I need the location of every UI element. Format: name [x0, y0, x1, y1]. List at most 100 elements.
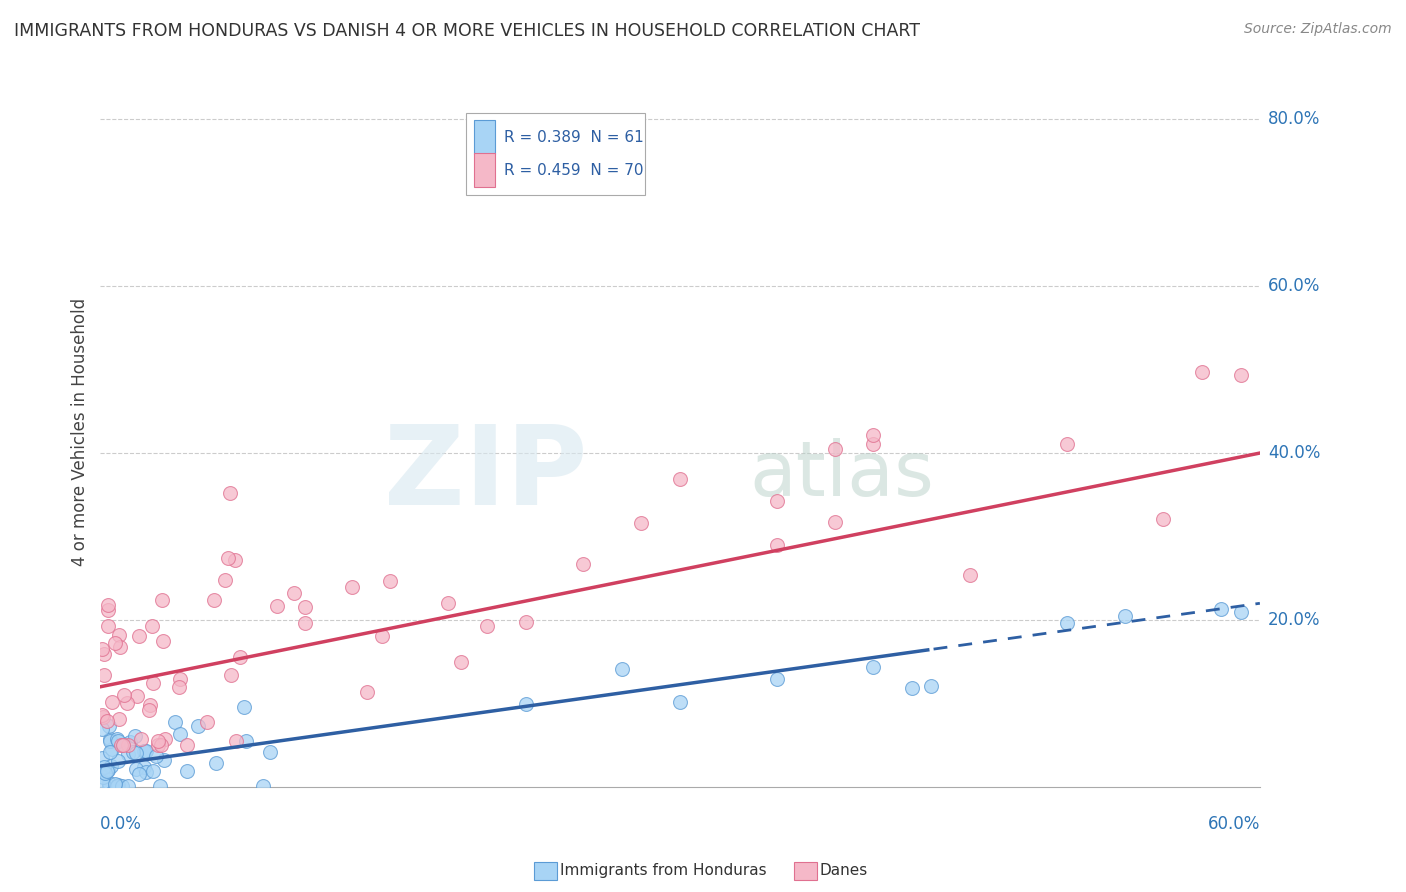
Point	[145, 748, 167, 763]
Point	[283, 586, 305, 600]
Point	[169, 680, 191, 694]
Point	[1056, 615, 1078, 630]
Point	[112, 688, 135, 702]
FancyBboxPatch shape	[465, 113, 645, 194]
Text: 60.0%: 60.0%	[1208, 815, 1260, 833]
Point	[110, 738, 132, 752]
Point	[128, 629, 150, 643]
Point	[169, 672, 191, 686]
Point	[101, 742, 124, 756]
Text: Source: ZipAtlas.com: Source: ZipAtlas.com	[1244, 22, 1392, 37]
Text: ZIP: ZIP	[384, 421, 588, 528]
Point	[765, 538, 787, 552]
Point	[94, 765, 117, 780]
Y-axis label: 4 or more Vehicles in Household: 4 or more Vehicles in Household	[72, 298, 89, 566]
Point	[176, 738, 198, 752]
Text: IMMIGRANTS FROM HONDURAS VS DANISH 4 OR MORE VEHICLES IN HOUSEHOLD CORRELATION C: IMMIGRANTS FROM HONDURAS VS DANISH 4 OR …	[14, 22, 920, 40]
Point	[294, 616, 316, 631]
Point	[141, 619, 163, 633]
Point	[1191, 365, 1213, 379]
Point	[205, 756, 228, 770]
Point	[107, 733, 129, 747]
Point	[1229, 368, 1251, 382]
Point	[186, 719, 208, 733]
Point	[1229, 605, 1251, 619]
Point	[118, 734, 141, 748]
Text: 80.0%: 80.0%	[1268, 111, 1320, 128]
Point	[146, 738, 169, 752]
Point	[122, 746, 145, 760]
Point	[142, 764, 165, 779]
Point	[153, 732, 176, 747]
Point	[1056, 437, 1078, 451]
Point	[515, 615, 537, 630]
Point	[169, 727, 191, 741]
Point	[131, 732, 153, 747]
Point	[100, 759, 122, 773]
Point	[610, 662, 633, 676]
Point	[105, 732, 128, 747]
Point	[124, 729, 146, 743]
Point	[225, 733, 247, 747]
Point	[107, 628, 129, 642]
Text: Immigrants from Honduras: Immigrants from Honduras	[560, 863, 766, 878]
Point	[152, 592, 174, 607]
Point	[104, 777, 127, 791]
Point	[91, 775, 114, 789]
Point	[134, 760, 156, 774]
Point	[146, 734, 169, 748]
Point	[93, 668, 115, 682]
Point	[98, 734, 121, 748]
Point	[163, 714, 186, 729]
Point	[93, 759, 115, 773]
Point	[219, 668, 242, 682]
Point	[135, 764, 157, 779]
FancyBboxPatch shape	[474, 153, 495, 187]
Point	[149, 738, 172, 752]
Point	[125, 689, 148, 703]
Point	[117, 738, 139, 752]
Point	[91, 770, 114, 784]
Point	[235, 734, 257, 748]
Point	[91, 708, 114, 723]
Point	[115, 696, 138, 710]
Point	[380, 574, 402, 588]
Point	[107, 712, 129, 726]
Point	[252, 779, 274, 793]
FancyBboxPatch shape	[474, 120, 495, 154]
Point	[111, 738, 134, 752]
Point	[111, 738, 134, 752]
Point	[107, 755, 129, 769]
Point	[134, 744, 156, 758]
Point	[1211, 601, 1233, 615]
Point	[195, 715, 218, 730]
Point	[572, 557, 595, 571]
Point	[1114, 608, 1136, 623]
Point	[515, 697, 537, 711]
Point	[202, 593, 225, 607]
Point	[139, 698, 162, 712]
Point	[98, 745, 121, 759]
Point	[219, 485, 242, 500]
Point	[862, 437, 884, 451]
Point	[117, 747, 139, 761]
Point	[98, 719, 121, 733]
Point	[340, 580, 363, 594]
Point	[630, 516, 652, 530]
Point	[107, 778, 129, 792]
Point	[97, 779, 120, 793]
Point	[125, 746, 148, 760]
Point	[294, 600, 316, 615]
Point	[93, 647, 115, 661]
Point	[669, 695, 692, 709]
Point	[97, 763, 120, 777]
Point	[356, 684, 378, 698]
Point	[959, 568, 981, 582]
Point	[920, 679, 942, 693]
Point	[824, 515, 846, 529]
Point	[152, 634, 174, 648]
Point	[371, 629, 394, 643]
Point	[96, 714, 118, 728]
Point	[475, 619, 498, 633]
Point	[91, 642, 114, 657]
